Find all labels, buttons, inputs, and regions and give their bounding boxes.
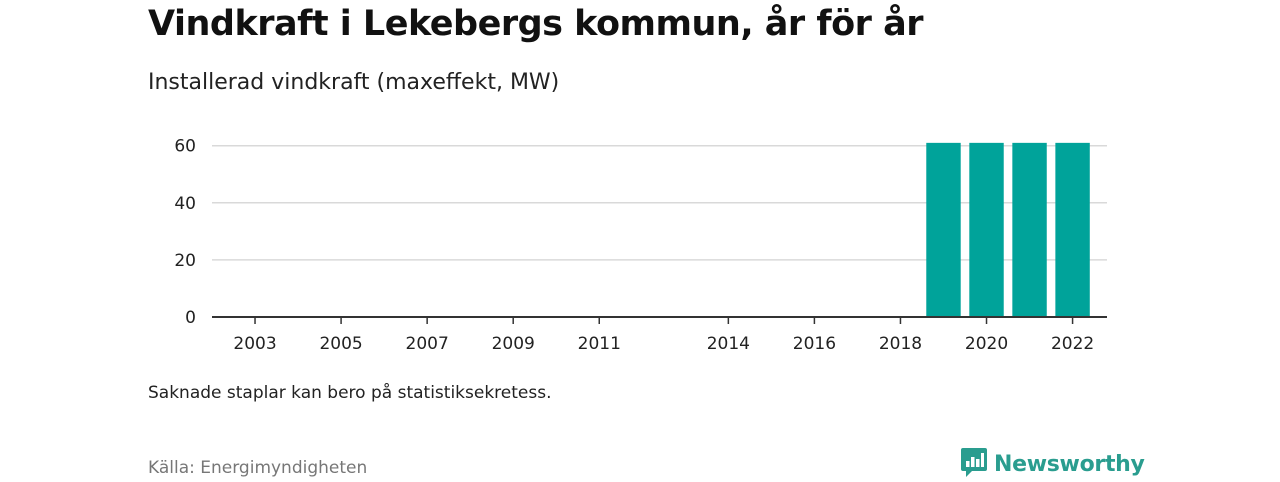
x-tick-label: 2020 <box>965 334 1008 354</box>
x-tick-label: 2009 <box>492 334 535 354</box>
footnote: Saknade staplar kan bero på statistiksek… <box>148 383 552 403</box>
bar-2021 <box>1012 142 1047 317</box>
x-tick-label: 2005 <box>319 334 362 354</box>
x-tick-label: 2014 <box>707 334 750 354</box>
chart-title: Vindkraft i Lekebergs kommun, år för år <box>148 4 923 44</box>
bar-2019 <box>926 142 961 317</box>
x-tick-label: 2022 <box>1051 334 1094 354</box>
x-tick-label: 2007 <box>406 334 449 354</box>
y-tick-label: 20 <box>174 251 196 271</box>
x-tick-label: 2011 <box>578 334 621 354</box>
bar-chart-logo-icon <box>960 446 988 482</box>
source-label: Källa: Energimyndigheten <box>148 458 368 478</box>
brand-logo[interactable]: Newsworthy <box>960 446 1145 482</box>
y-tick-label: 0 <box>185 308 196 328</box>
x-tick-label: 2018 <box>879 334 922 354</box>
x-tick-label: 2016 <box>793 334 836 354</box>
y-tick-label: 40 <box>174 194 196 214</box>
bar-2022 <box>1055 142 1090 317</box>
brand-name: Newsworthy <box>994 451 1145 477</box>
axes: 0 20 40 60 2003 2005 2007 2009 2011 2014 2016 2018 2… <box>174 137 1107 354</box>
bar-chart: 0 20 40 60 2003 2005 2007 2009 2011 2014 2016 2018 2… <box>174 137 1107 354</box>
x-tick-label: 2003 <box>233 334 276 354</box>
chart-subtitle: Installerad vindkraft (maxeffekt, MW) <box>148 70 560 95</box>
y-tick-label: 60 <box>174 137 196 157</box>
bars <box>926 142 1090 317</box>
bar-2020 <box>969 142 1004 317</box>
